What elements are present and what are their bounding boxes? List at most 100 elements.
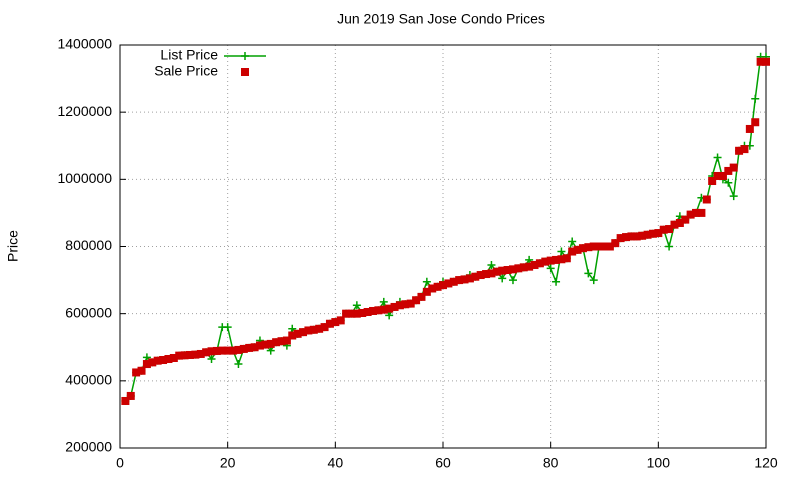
legend-label: Sale Price	[154, 63, 218, 79]
sale-point	[422, 287, 431, 296]
sale-point	[638, 231, 647, 240]
list-point	[266, 346, 275, 355]
sale-point	[282, 336, 291, 345]
sale-point	[648, 229, 657, 238]
sale-point	[121, 396, 130, 405]
sale-point	[255, 341, 264, 350]
y-axis-label: Price	[5, 230, 21, 262]
sale-point	[476, 271, 485, 280]
sale-point	[525, 262, 534, 271]
sale-point	[557, 255, 566, 264]
sale-point	[686, 210, 695, 219]
sale-point	[406, 299, 415, 308]
sale-point	[272, 338, 281, 347]
y-tick-label: 1200000	[57, 103, 112, 119]
plot-frame	[119, 44, 767, 449]
sale-point	[304, 326, 313, 335]
sale-point	[126, 391, 135, 400]
sale-point	[589, 242, 598, 251]
sale-point	[627, 232, 636, 241]
sale-point	[137, 366, 146, 375]
list-point	[546, 264, 555, 273]
sale-point	[218, 346, 227, 355]
sale-point	[379, 305, 388, 314]
sale-point	[729, 163, 738, 172]
list-point	[665, 242, 674, 251]
sale-point	[412, 296, 421, 305]
sale-point	[578, 244, 587, 253]
legend-label: List Price	[160, 47, 218, 63]
sale-point	[309, 325, 318, 334]
sale-point	[142, 360, 151, 369]
sale-point	[600, 242, 609, 251]
sale-point	[239, 344, 248, 353]
sale-point	[363, 307, 372, 316]
list-point	[207, 355, 216, 364]
sale-point	[616, 234, 625, 243]
sale-point	[352, 309, 361, 318]
sale-point	[670, 220, 679, 229]
list-point	[487, 260, 496, 269]
sale-point	[374, 306, 383, 315]
list-point	[223, 323, 232, 332]
sale-point	[460, 275, 469, 284]
sale-point	[347, 309, 356, 318]
list-point	[385, 311, 394, 320]
y-tick-label: 200000	[65, 439, 112, 455]
sale-point	[153, 356, 162, 365]
sale-point	[665, 225, 674, 234]
list-point	[379, 297, 388, 306]
x-tick-label: 60	[435, 455, 451, 471]
sale-point	[519, 263, 528, 272]
sale-point	[132, 368, 141, 377]
sale-point	[632, 232, 641, 241]
x-tick-label: 120	[754, 455, 778, 471]
sale-point	[331, 318, 340, 327]
sale-point	[535, 259, 544, 268]
sale-point	[659, 225, 668, 234]
sale-point	[299, 328, 308, 337]
sale-point	[293, 329, 302, 338]
sale-point	[159, 356, 168, 365]
sale-point	[428, 284, 437, 293]
legend-swatch	[241, 68, 249, 76]
sale-point	[148, 358, 157, 367]
sale-point	[708, 177, 717, 186]
list-point	[352, 301, 361, 310]
sale-point	[718, 171, 727, 180]
sale-point	[611, 239, 620, 248]
list-point	[422, 277, 431, 286]
sale-point	[508, 265, 517, 274]
sale-point	[530, 260, 539, 269]
sale-point	[455, 276, 464, 285]
sale-point	[336, 316, 345, 325]
sale-point	[740, 145, 749, 154]
sale-point	[552, 255, 561, 264]
sale-point	[342, 309, 351, 318]
y-tick-label: 1000000	[57, 170, 112, 186]
list-point	[713, 153, 722, 162]
sale-point	[541, 257, 550, 266]
y-tick-label: 800000	[65, 237, 112, 253]
x-tick-label: 80	[543, 455, 559, 471]
sale-point	[449, 277, 458, 286]
sale-point	[724, 166, 733, 175]
list-point	[584, 269, 593, 278]
list-point	[234, 360, 243, 369]
sale-point	[212, 346, 221, 355]
sale-point	[562, 254, 571, 263]
list-point	[552, 277, 561, 286]
sale-point	[546, 256, 555, 265]
sale-point	[595, 242, 604, 251]
chart-title: Jun 2019 San Jose Condo Prices	[337, 11, 545, 27]
sale-point	[492, 267, 501, 276]
sale-point	[713, 171, 722, 180]
list-point	[288, 324, 297, 333]
list-point	[508, 276, 517, 285]
list-point	[568, 237, 577, 246]
sale-point	[697, 208, 706, 217]
sale-point	[498, 266, 507, 275]
list-point	[142, 353, 151, 362]
sale-point	[202, 348, 211, 357]
